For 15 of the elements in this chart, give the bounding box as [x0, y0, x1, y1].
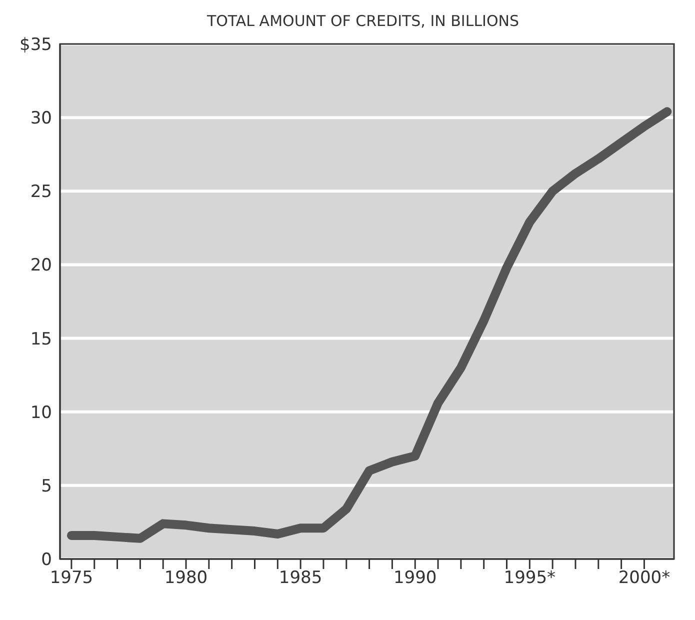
chart-title: TOTAL AMOUNT OF CREDITS, IN BILLIONS [206, 11, 520, 32]
y-tick-label: 10 [30, 402, 52, 423]
x-tick-label: 2000* [618, 568, 670, 588]
y-tick-label: 30 [30, 108, 52, 129]
y-tick-label: $35 [20, 35, 52, 56]
y-tick-label: 15 [30, 329, 52, 350]
y-tick-label: 5 [41, 476, 52, 496]
x-tick-label: 1990 [393, 568, 437, 588]
x-tick-label: 1975 [50, 568, 94, 588]
x-tick-label: 1980 [164, 568, 208, 588]
y-tick-label: 25 [30, 182, 52, 202]
y-tick-label: 0 [41, 550, 52, 570]
x-tick-label: 1995* [504, 568, 556, 588]
x-tick-label: 1985 [278, 568, 322, 588]
y-tick-label: 20 [30, 256, 52, 276]
